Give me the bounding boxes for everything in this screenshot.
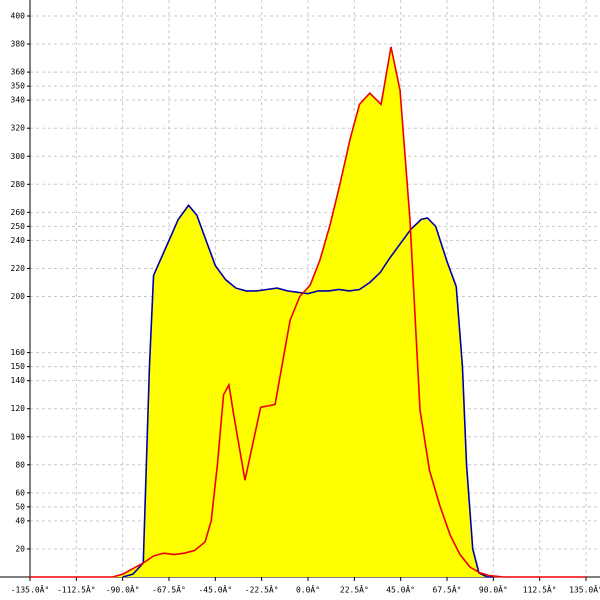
y-tick-label: 50: [15, 502, 25, 511]
y-tick-label: 200: [11, 292, 26, 301]
y-tick-label: 300: [11, 152, 26, 161]
x-tick-label: 45.0Â°: [386, 584, 415, 595]
line: [122, 204, 494, 578]
line: [30, 46, 586, 578]
area: [30, 46, 586, 578]
y-tick-label: 80: [15, 460, 25, 469]
y-tick-label: 240: [11, 236, 26, 245]
y-tick-label: 280: [11, 180, 26, 189]
x-tick-label: 0.0Â°: [296, 584, 320, 595]
x-tick-label: -135.0Â°: [11, 584, 50, 595]
x-tick-label: 22.5Â°: [340, 584, 369, 595]
y-tick-label: 260: [11, 208, 26, 217]
y-tick-label: 40: [15, 516, 25, 525]
y-tick-label: 120: [11, 404, 26, 413]
x-tick-label: 112.5Â°: [523, 584, 557, 595]
y-tick-label: 320: [11, 124, 26, 133]
y-tick-label: 160: [11, 348, 26, 357]
x-tick-label: 67.5Â°: [433, 584, 462, 595]
y-tick-label: 150: [11, 362, 26, 371]
x-tick-label: 90.0Â°: [479, 584, 508, 595]
y-tick-label: 140: [11, 376, 26, 385]
x-tick-label: -90.0Â°: [106, 584, 140, 595]
y-tick-label: 220: [11, 264, 26, 273]
x-tick-label: 135.0Â°: [569, 584, 600, 595]
y-tick-label: 350: [11, 82, 26, 91]
y-tick-label: 380: [11, 40, 26, 49]
y-tick-label: 340: [11, 96, 26, 105]
x-tick-label: -22.5Â°: [245, 584, 279, 595]
y-tick-label: 100: [11, 432, 26, 441]
y-tick-label: 400: [11, 12, 26, 21]
x-tick-label: -45.0Â°: [198, 584, 232, 595]
x-tick-label: -112.5Â°: [57, 584, 96, 595]
y-tick-label: 20: [15, 544, 25, 553]
y-tick-label: 60: [15, 488, 25, 497]
x-tick-label: -67.5Â°: [152, 584, 186, 595]
y-tick-label: 250: [11, 222, 26, 231]
y-tick-label: 360: [11, 68, 26, 77]
